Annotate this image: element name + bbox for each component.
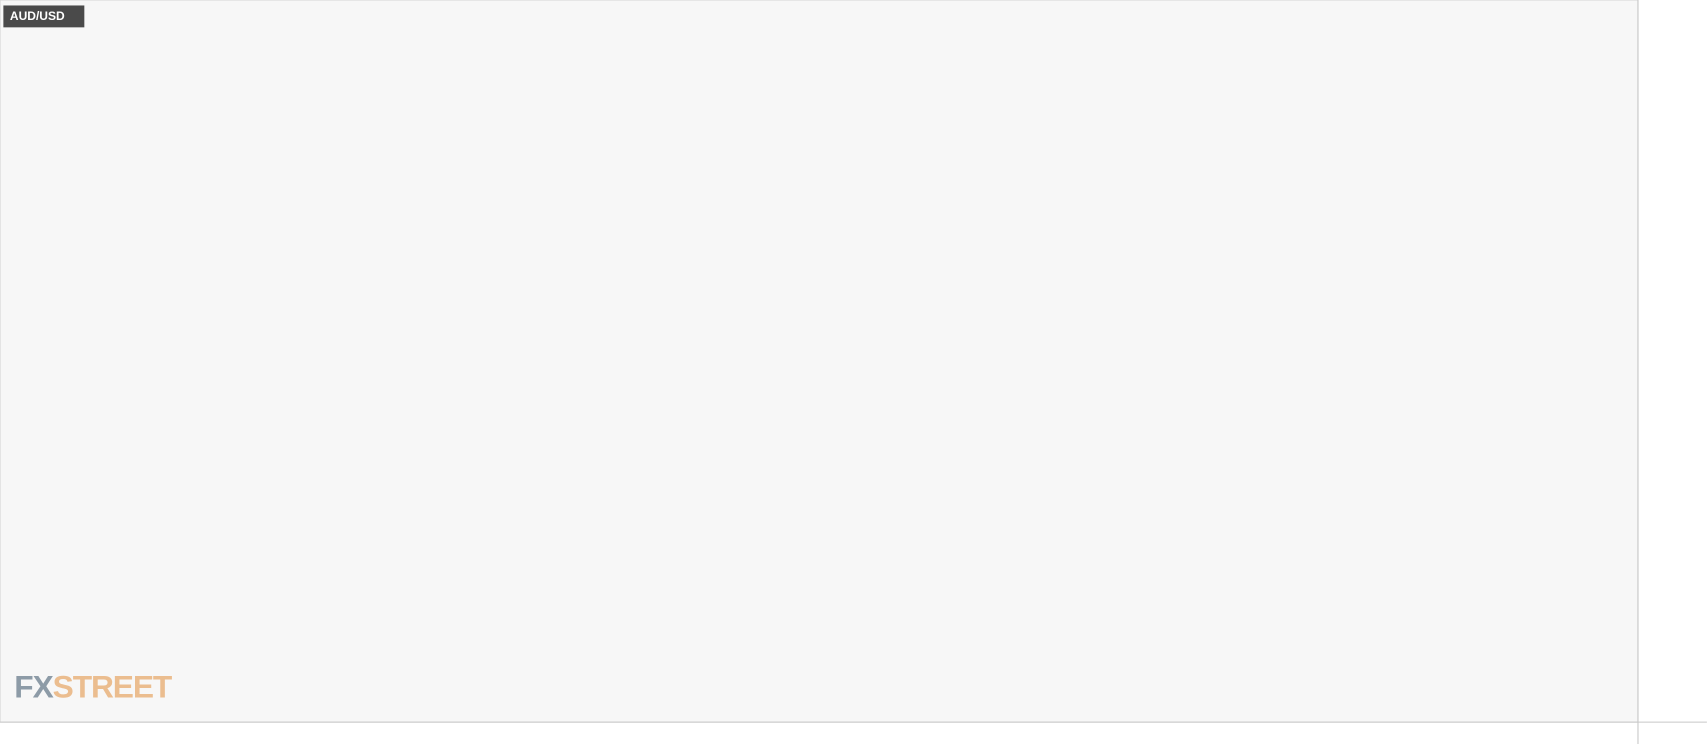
plot-area bbox=[0, 0, 1639, 723]
watermark-street: STREET bbox=[53, 669, 173, 705]
watermark-fx: FX bbox=[14, 669, 53, 705]
watermark: FXSTREET bbox=[14, 669, 173, 705]
title-box bbox=[3, 5, 85, 28]
chart-title: AUD/USD bbox=[10, 9, 65, 23]
